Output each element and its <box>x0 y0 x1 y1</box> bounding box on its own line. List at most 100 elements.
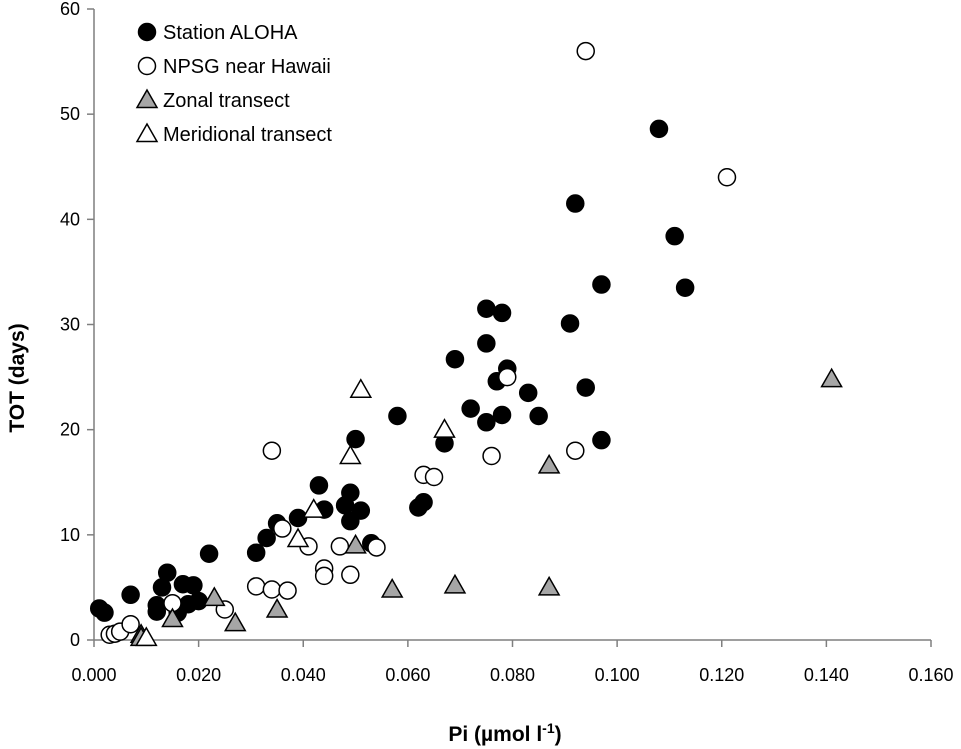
data-point <box>309 476 329 495</box>
data-point <box>367 538 386 557</box>
x-tick-label: 0.060 <box>385 665 430 685</box>
legend-item: NPSG near Hawaii <box>137 56 331 78</box>
x-tick-label: 0.020 <box>176 665 221 685</box>
data-point <box>121 585 140 605</box>
data-point <box>537 575 561 596</box>
legend-label: Zonal transect <box>163 90 290 112</box>
data-point <box>346 429 365 449</box>
data-point <box>349 378 373 398</box>
data-point <box>302 498 326 518</box>
data-point <box>717 168 737 187</box>
legend-label: Meridional transect <box>163 124 332 146</box>
data-point <box>351 501 371 520</box>
data-point <box>461 399 480 418</box>
y-tick-label: 60 <box>60 0 80 19</box>
data-point <box>414 492 433 512</box>
data-point <box>278 581 297 600</box>
x-axis-title-superscript: -1 <box>542 720 555 736</box>
data-point <box>273 519 292 538</box>
data-point <box>649 119 669 139</box>
data-point <box>257 528 276 548</box>
data-point <box>314 566 334 586</box>
y-tick-label: 50 <box>60 104 80 124</box>
data-point <box>576 378 595 397</box>
legend-marker <box>135 88 159 109</box>
data-point <box>498 367 517 387</box>
data-point <box>286 527 310 548</box>
legend-label: NPSG near Hawaii <box>163 56 331 78</box>
x-tick-label: 0.000 <box>71 665 116 685</box>
x-tick-label: 0.100 <box>595 665 640 685</box>
legend-label: Station ALOHA <box>163 22 298 44</box>
data-point <box>477 334 496 353</box>
data-point <box>288 508 308 528</box>
y-tick-label: 10 <box>60 525 80 545</box>
data-point <box>675 278 695 297</box>
x-tick-label: 0.080 <box>490 665 535 685</box>
data-point <box>246 543 266 562</box>
data-point <box>265 597 289 618</box>
legend-marker <box>137 56 157 76</box>
data-point <box>592 275 611 294</box>
data-point <box>560 314 580 333</box>
data-point <box>433 418 456 438</box>
data-point <box>477 299 496 318</box>
data-point <box>135 626 158 647</box>
data-point <box>189 591 208 611</box>
legend-item: Station ALOHA <box>137 22 298 44</box>
data-point <box>262 441 282 460</box>
data-point <box>482 446 501 466</box>
data-point <box>566 194 585 213</box>
data-point <box>262 580 282 599</box>
data-point <box>246 577 266 596</box>
data-point <box>388 406 407 426</box>
data-point <box>529 406 548 426</box>
data-point <box>518 383 538 403</box>
data-point <box>665 226 684 246</box>
data-point <box>95 603 114 622</box>
x-axis-title-main: Pi (µmol l <box>448 723 542 746</box>
y-tick-label: 0 <box>70 630 80 650</box>
data-point <box>330 537 350 556</box>
data-point <box>223 611 247 632</box>
data-point <box>477 413 496 432</box>
x-tick-label: 0.140 <box>804 665 849 685</box>
data-point <box>203 586 226 607</box>
data-point <box>199 544 219 564</box>
data-points <box>89 41 843 647</box>
data-point <box>341 565 360 585</box>
legend-item: Meridional transect <box>135 122 332 146</box>
data-point <box>344 533 367 554</box>
data-point <box>443 573 467 594</box>
series-meridional-transect <box>135 378 456 647</box>
x-tick-label: 0.160 <box>908 665 953 685</box>
data-point <box>576 41 595 61</box>
x-axis-ticks: 0.000 0.020 0.040 0.060 0.080 0.100 0.120 0.140… <box>71 640 954 685</box>
x-tick-label: 0.040 <box>281 665 326 685</box>
x-axis-title: Pi (µmol l-1) <box>448 720 561 746</box>
data-point <box>121 614 140 634</box>
data-point <box>161 607 184 628</box>
data-point <box>537 453 561 474</box>
series-zonal-transect <box>129 367 843 647</box>
data-point <box>566 441 585 460</box>
x-axis-title-close: ) <box>555 723 562 746</box>
y-axis-ticks: 0 10 20 30 40 50 60 <box>60 0 94 650</box>
legend-marker <box>135 122 159 143</box>
data-point <box>424 467 444 487</box>
legend: Station ALOHA NPSG near Hawaii Zonal trans… <box>135 22 332 146</box>
data-point <box>492 303 512 323</box>
data-point <box>341 483 360 503</box>
series-station-aloha <box>89 119 695 622</box>
data-point <box>147 602 167 621</box>
data-point <box>380 578 404 598</box>
data-point <box>445 349 465 369</box>
y-tick-label: 40 <box>60 209 80 229</box>
data-point <box>820 367 843 388</box>
data-point <box>184 576 203 595</box>
data-point <box>492 405 512 425</box>
data-point <box>592 430 611 450</box>
legend-item: Zonal transect <box>135 88 290 112</box>
